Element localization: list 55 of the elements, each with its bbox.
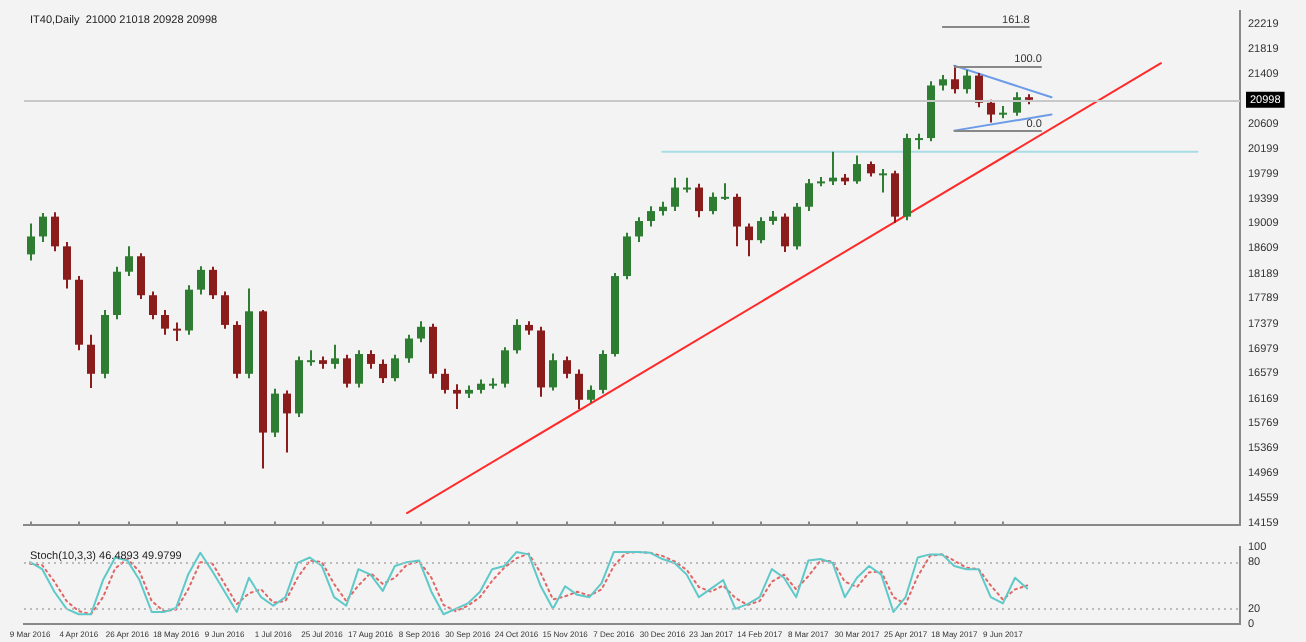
candlestick — [733, 192, 741, 248]
candlestick — [87, 333, 95, 390]
candlestick — [367, 349, 375, 370]
candlestick — [501, 346, 509, 389]
candlestick — [623, 231, 631, 281]
candlestick — [853, 154, 861, 185]
candlestick — [757, 216, 765, 245]
candlestick — [185, 284, 193, 336]
candlestick — [51, 211, 59, 253]
candlestick — [355, 349, 363, 389]
candlestick — [721, 182, 729, 201]
candlestick — [331, 343, 339, 370]
candlestick — [975, 72, 983, 109]
candlestick — [781, 212, 789, 253]
candlestick — [635, 216, 643, 244]
candlestick — [575, 368, 583, 411]
candlestick — [951, 64, 959, 95]
candlestick — [549, 352, 557, 392]
candlestick — [149, 290, 157, 321]
candlestick — [391, 353, 399, 383]
candlestick — [987, 98, 995, 124]
candlestick — [283, 389, 291, 454]
candlestick — [173, 321, 181, 343]
candlestick — [197, 265, 205, 296]
candlestick — [417, 320, 425, 344]
candlestick — [513, 318, 521, 355]
candlestick — [137, 252, 145, 300]
candlestick — [161, 309, 169, 336]
candlestick — [695, 182, 703, 219]
candlestick — [271, 387, 279, 438]
candlestick — [125, 245, 133, 278]
candlestick — [745, 222, 753, 258]
candlestick — [647, 205, 655, 228]
candlestick — [209, 265, 217, 300]
candlestick — [671, 176, 679, 213]
candlestick — [39, 211, 47, 244]
candlestick — [63, 241, 71, 290]
candlestick — [453, 383, 461, 411]
candlestick — [963, 69, 971, 95]
candlestick — [221, 290, 229, 330]
candlestick — [405, 333, 413, 364]
candlestick — [429, 322, 437, 380]
candlestick — [879, 168, 887, 194]
candlestick — [113, 265, 121, 321]
candlestick — [343, 353, 351, 389]
candlestick — [599, 349, 607, 395]
candlestick — [709, 191, 717, 216]
candlestick — [441, 367, 449, 395]
candlestick — [793, 202, 801, 251]
candlestick — [891, 169, 899, 224]
candlestick — [379, 358, 387, 385]
candlestick — [27, 222, 35, 262]
candlestick — [307, 349, 315, 367]
candlestick — [563, 355, 571, 380]
candlestick — [805, 177, 813, 213]
